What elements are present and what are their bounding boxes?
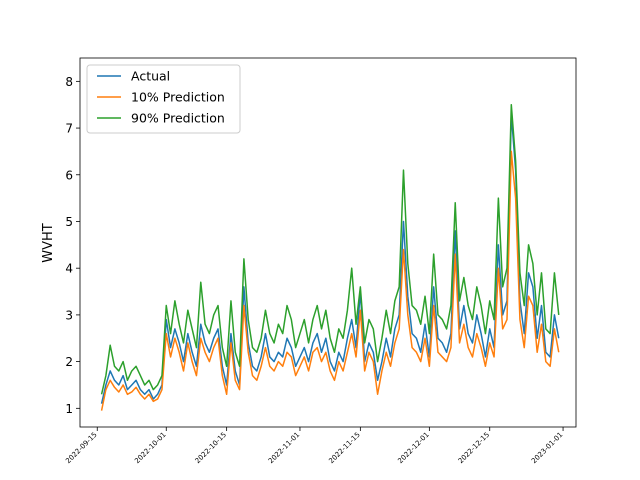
y-tick-label: 6 <box>65 168 73 182</box>
legend-label: 10% Prediction <box>131 90 225 105</box>
x-tick-label: 2022-11-15 <box>327 431 361 465</box>
series-line-p10 <box>100 150 560 411</box>
y-tick-label: 1 <box>65 402 73 416</box>
legend: Actual 10% Prediction 90% Prediction <box>86 64 241 134</box>
y-tick-label: 5 <box>65 215 73 229</box>
y-tick-label: 8 <box>65 75 73 89</box>
x-tick-label: 2023-01-01 <box>530 431 564 465</box>
x-tick-label: 2022-10-01 <box>133 431 167 465</box>
x-tick-label: 2022-09-15 <box>64 431 98 465</box>
y-axis-label: WVHT <box>41 223 56 263</box>
x-tick-label: 2022-10-15 <box>194 431 228 465</box>
y-tick-label: 3 <box>65 308 73 322</box>
y-tick-label: 4 <box>65 262 73 276</box>
plot-frame <box>79 57 577 428</box>
legend-box <box>86 64 241 134</box>
series-layer <box>100 103 560 411</box>
x-tick-label: 2022-12-15 <box>457 431 491 465</box>
x-tick-label: 2022-11-01 <box>267 431 301 465</box>
y-axis: 1 2 3 4 5 6 7 8 <box>65 75 80 416</box>
legend-label: Actual <box>131 69 170 84</box>
y-tick-label: 2 <box>65 355 73 369</box>
x-axis: 2022-09-15 2022-10-01 2022-10-15 2022-11-01… <box>64 427 564 465</box>
series-line-actual <box>100 113 560 404</box>
legend-label: 90% Prediction <box>131 111 225 126</box>
y-tick-label: 7 <box>65 122 73 136</box>
x-tick-label: 2022-12-01 <box>396 431 430 465</box>
series-line-p90 <box>100 103 560 395</box>
